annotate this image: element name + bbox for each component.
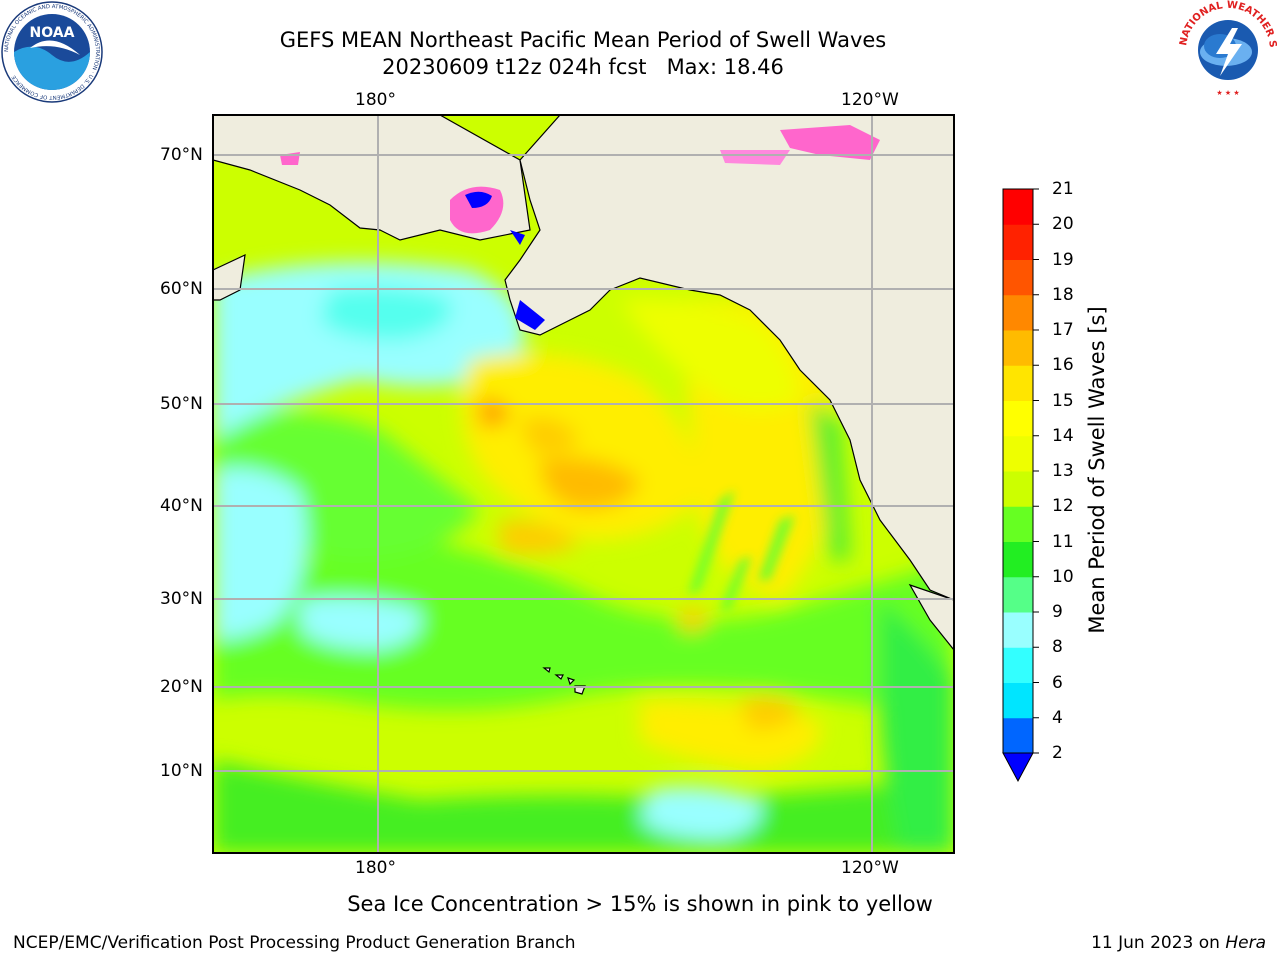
- lat-label-40n: 40°N: [160, 496, 203, 516]
- footer-machine: Hera: [1225, 933, 1266, 953]
- colorbar-tick-label: 4: [1052, 707, 1063, 728]
- colorbar-tick-label: 11: [1052, 531, 1074, 552]
- sea-ice-note: Sea Ice Concentration > 15% is shown in …: [347, 892, 933, 916]
- colorbar-tick-label: 10: [1052, 566, 1074, 587]
- lat-label-10n: 10°N: [160, 761, 203, 781]
- colorbar-tick-label: 21: [1052, 179, 1074, 199]
- colorbar-tick-label: 20: [1052, 214, 1074, 235]
- svg-text:★ ★ ★: ★ ★ ★: [1216, 89, 1239, 97]
- colorbar-segment: [1003, 259, 1033, 296]
- colorbar-segment: [1003, 717, 1033, 754]
- colorbar-segment: [1003, 189, 1033, 225]
- colorbar-segment: [1003, 400, 1033, 437]
- colorbar-tick-label: 2: [1052, 743, 1063, 763]
- colorbar-segment: [1003, 506, 1033, 542]
- colorbar-segment: [1003, 294, 1033, 331]
- colorbar-tick-label: 15: [1052, 390, 1074, 411]
- nws-logo: NATIONAL WEATHER SERVICE ★ ★ ★: [1176, 0, 1278, 97]
- colorbar-tick-label: 18: [1052, 284, 1074, 305]
- footer-credit: NCEP/EMC/Verification Post Processing Pr…: [13, 933, 576, 953]
- colorbar: [1002, 188, 1039, 783]
- colorbar-tick-label: 13: [1052, 461, 1074, 481]
- colorbar-tick-label: 12: [1052, 496, 1074, 517]
- lat-label-30n: 30°N: [160, 589, 203, 609]
- colorbar-segment: [1003, 541, 1033, 578]
- colorbar-segment: [1003, 612, 1033, 648]
- colorbar-tick-label: 19: [1052, 249, 1074, 270]
- colorbar-tick-label: 16: [1052, 355, 1074, 376]
- colorbar-segment: [1003, 682, 1033, 719]
- lat-label-60n: 60°N: [160, 279, 203, 299]
- lat-label-70n: 70°N: [160, 145, 203, 165]
- chart-title: GEFS MEAN Northeast Pacific Mean Period …: [279, 28, 887, 52]
- colorbar-segment: [1003, 330, 1033, 366]
- lon-label-bottom-180: 180°: [355, 858, 396, 878]
- chart-subtitle: 20230609 t12z 024h fcst Max: 18.46: [382, 55, 784, 79]
- colorbar-tick-label: 14: [1052, 425, 1074, 446]
- colorbar-segment: [1003, 365, 1033, 401]
- colorbar-segment: [1003, 435, 1033, 472]
- colorbar-segment: [1003, 576, 1033, 613]
- sea-ice: [280, 125, 880, 330]
- lon-label-bottom-120w: 120°W: [841, 858, 899, 878]
- colorbar-tick-label: 9: [1052, 602, 1063, 622]
- graticule: [213, 115, 954, 853]
- colorbar-tick-label: 17: [1052, 320, 1074, 340]
- colorbar-title: Mean Period of Swell Waves [s]: [1085, 306, 1109, 634]
- footer-date-text: 11 Jun 2023 on: [1091, 933, 1226, 953]
- colorbar-under-triangle: [1002, 752, 1034, 783]
- lat-label-20n: 20°N: [160, 677, 203, 697]
- colorbar-segment: [1003, 224, 1033, 260]
- colorbar-tick-label: 8: [1052, 637, 1063, 658]
- noaa-logo-text: NOAA: [30, 25, 75, 41]
- footer-date: 11 Jun 2023 on Hera: [1091, 933, 1266, 953]
- map-frame: [212, 114, 955, 854]
- lon-label-top-120w: 120°W: [841, 90, 899, 110]
- colorbar-tick-label: 6: [1052, 672, 1063, 693]
- noaa-logo: NATIONAL OCEANIC AND ATMOSPHERIC ADMINIS…: [1, 1, 103, 103]
- lon-label-top-180: 180°: [355, 90, 396, 110]
- lat-label-50n: 50°N: [160, 394, 203, 414]
- colorbar-segment: [1003, 647, 1033, 683]
- colorbar-segment: [1003, 471, 1033, 507]
